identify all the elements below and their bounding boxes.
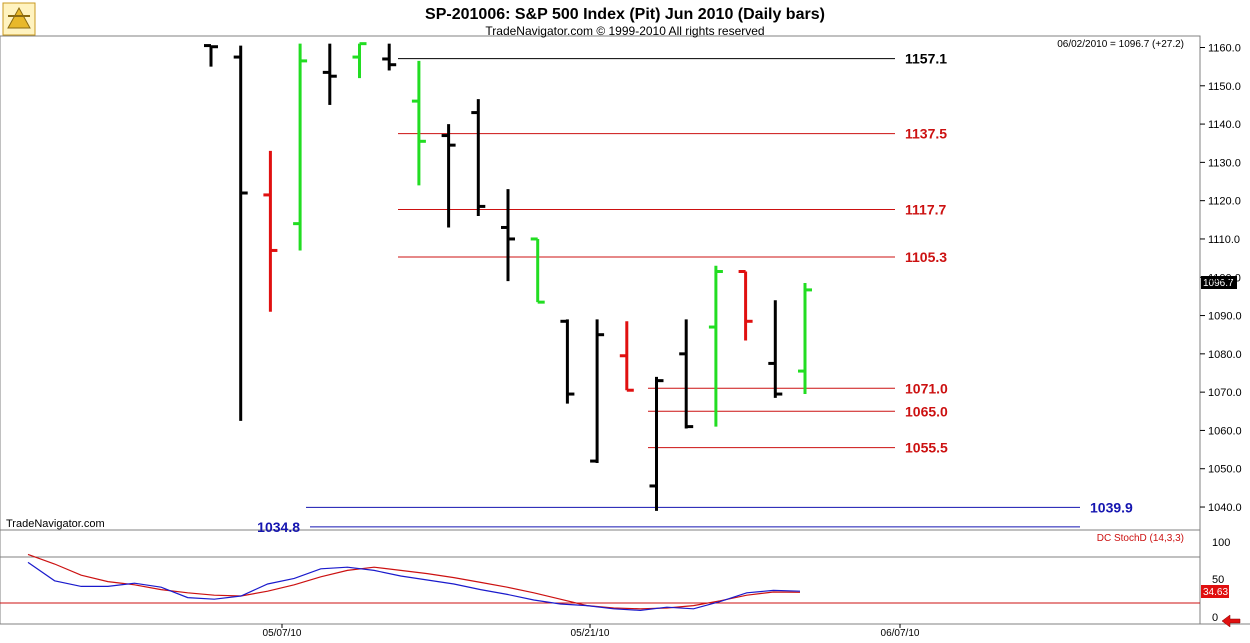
watermark: TradeNavigator.com — [6, 518, 105, 530]
ohlc-bar — [382, 43, 397, 71]
ohlc-bar — [679, 319, 694, 429]
date-tick-label: 05/07/10 — [263, 628, 302, 639]
ohlc-bar — [411, 60, 426, 186]
price-tick-label: 1060.0 — [1208, 425, 1242, 437]
indicator-tick-100: 100 — [1212, 537, 1230, 549]
ohlc-bar — [798, 283, 812, 395]
ohlc-bar — [530, 237, 545, 304]
indicator-value: 34.63 — [1203, 587, 1228, 598]
indicator-name: DC StochD (14,3,3) — [1097, 533, 1184, 544]
indicator-pane-frame — [0, 529, 1201, 625]
ohlc-bar — [738, 270, 753, 341]
price-tick-label: 1150.0 — [1208, 81, 1241, 93]
stoch-k-line — [27, 561, 801, 612]
price-tick-label: 1110.0 — [1208, 234, 1240, 246]
scroll-left-arrow-icon[interactable] — [1221, 614, 1241, 628]
price-tick-label: 1090.0 — [1208, 311, 1242, 323]
price-tick-label: 1100.0 — [1208, 272, 1241, 284]
ohlc-bar — [590, 319, 605, 463]
price-tick-label: 1050.0 — [1208, 464, 1242, 476]
indicator-tick-0: 0 — [1212, 612, 1218, 624]
last-price-value: 1096.7 — [1203, 278, 1234, 289]
ohlc-bar — [768, 300, 783, 398]
level-label: 1034.8 — [257, 519, 300, 535]
ohlc-bar — [441, 124, 456, 228]
level-label: 1117.7 — [905, 201, 946, 217]
price-tick-label: 1160.0 — [1208, 42, 1241, 54]
price-tick-label: 1070.0 — [1208, 387, 1242, 399]
ohlc-bar — [560, 319, 575, 404]
main-pane-frame — [0, 35, 1201, 531]
price-tick-label: 1040.0 — [1208, 502, 1242, 514]
date-tick-label: 05/21/10 — [571, 628, 610, 639]
level-label: 1105.3 — [905, 249, 947, 265]
last-bar-info: 06/02/2010 = 1096.7 (+27.2) — [1057, 39, 1184, 50]
last-price-badge — [1201, 276, 1237, 289]
chart-title: SP-201006: S&P 500 Index (Pit) Jun 2010 … — [425, 6, 825, 23]
price-tick-label: 1140.0 — [1208, 119, 1241, 131]
level-label: 1137.5 — [905, 126, 947, 142]
price-tick-label: 1120.0 — [1208, 196, 1241, 208]
ohlc-bar — [471, 99, 486, 216]
chart-subtitle: TradeNavigator.com © 1999-2010 All right… — [485, 24, 764, 38]
level-label: 1055.5 — [905, 440, 948, 456]
date-tick-label: 06/07/10 — [881, 628, 920, 639]
ohlc-bar — [708, 265, 723, 427]
price-tick-label: 1080.0 — [1208, 349, 1242, 361]
ohlc-bar — [352, 42, 367, 79]
level-label: 1157.1 — [905, 51, 947, 67]
ohlc-bar — [293, 43, 308, 251]
level-label: 1039.9 — [1090, 499, 1133, 515]
indicator-tick-50: 50 — [1212, 574, 1224, 586]
indicator-value-badge — [1201, 585, 1229, 598]
level-label: 1071.0 — [905, 380, 948, 396]
ohlc-bar — [619, 321, 634, 392]
ohlc-bar — [263, 150, 278, 312]
ohlc-bar — [322, 43, 337, 105]
price-tick-label: 1130.0 — [1208, 157, 1241, 169]
ohlc-bar — [649, 376, 664, 511]
trade-navigator-logo-icon[interactable] — [2, 2, 36, 36]
level-label: 1065.0 — [905, 403, 948, 419]
ohlc-bar — [204, 44, 218, 67]
ohlc-bar — [233, 45, 248, 421]
ohlc-bar — [501, 189, 515, 282]
